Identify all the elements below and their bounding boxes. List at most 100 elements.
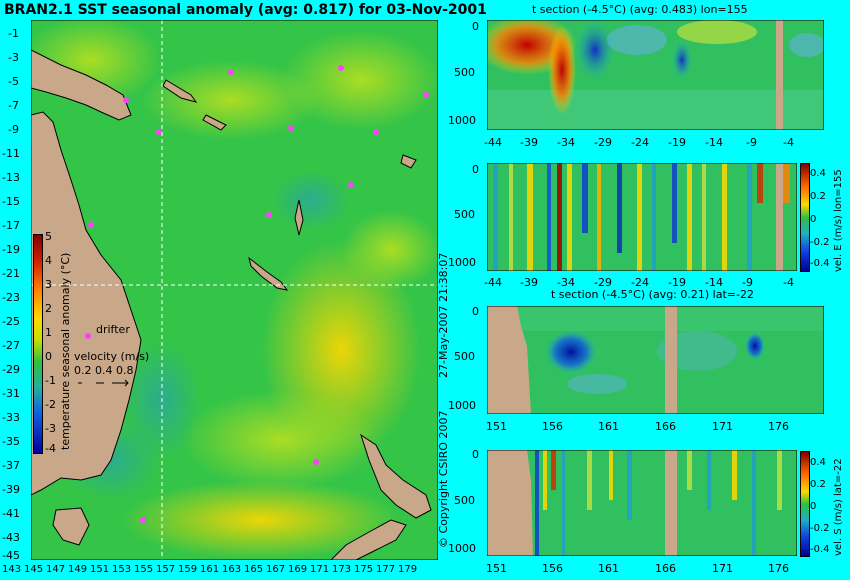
lon-tick: 171 (310, 564, 330, 575)
lat-tick: -5 (8, 75, 19, 88)
colorbar-tick: 0.2 (810, 191, 826, 202)
panel1-t-section[interactable] (487, 20, 824, 130)
y-tick: 0 (472, 163, 479, 176)
x-tick: 166 (655, 420, 676, 433)
tasmania-landmass (52, 507, 90, 546)
sst-map[interactable] (31, 20, 438, 560)
colorbar-tick: -0.2 (810, 523, 830, 534)
panel2-land-gap (776, 163, 783, 271)
lat-tick: -3 (8, 51, 19, 64)
colorbar-tick: 0 (810, 501, 817, 512)
lat-tick: -37 (2, 459, 20, 472)
panel2-colorbar (800, 163, 810, 272)
lon-tick: 151 (90, 564, 110, 575)
lat-tick: -27 (2, 339, 20, 352)
colorbar-tick: -4 (45, 442, 56, 455)
lat-tick: -43 (2, 531, 20, 544)
velocity-label: velocity (m/s) (74, 350, 150, 363)
x-tick: -44 (484, 276, 502, 289)
x-tick: -4 (783, 276, 794, 289)
lon-tick: 161 (200, 564, 220, 575)
y-tick: 500 (454, 66, 475, 79)
australia-landmass (31, 111, 142, 496)
sst-colorbar-label: temperature seasonal anomaly (°C) (59, 252, 72, 450)
x-tick: -29 (594, 276, 612, 289)
timestamp: 27-May-2007 21:38:07 (437, 252, 450, 378)
lon-tick: 175 (354, 564, 374, 575)
colorbar-tick: 0 (810, 214, 817, 225)
x-tick: 151 (486, 420, 507, 433)
panel3-land-gap (665, 306, 677, 414)
lat-tick: -39 (2, 483, 20, 496)
lon-tick: 159 (178, 564, 198, 575)
drifter-markers (88, 65, 429, 523)
colorbar-tick: -1 (45, 374, 56, 387)
lat-tick: -25 (2, 315, 20, 328)
x-tick: 166 (655, 562, 676, 575)
panel3-t-section[interactable] (487, 306, 824, 414)
colorbar-tick: -0.4 (810, 258, 830, 269)
y-tick: 500 (454, 350, 475, 363)
y-tick: 1000 (448, 256, 476, 269)
drifter-label: drifter (96, 323, 130, 336)
x-tick: 156 (542, 562, 563, 575)
lon-tick: 165 (244, 564, 264, 575)
lat-tick: -19 (2, 243, 20, 256)
lat-tick: -13 (2, 171, 20, 184)
x-tick: 176 (768, 420, 789, 433)
colorbar-tick: 0.2 (810, 479, 826, 490)
colorbar-tick: -3 (45, 422, 56, 435)
lat-tick: -41 (2, 507, 20, 520)
colorbar-tick: 3 (45, 278, 52, 291)
copyright: © Copyright CSIRO 2007 (437, 410, 450, 548)
y-tick: 0 (472, 448, 479, 461)
x-tick: -9 (742, 276, 753, 289)
x-tick: 161 (598, 420, 619, 433)
panel4-vel-south[interactable] (487, 450, 797, 556)
x-tick: 151 (486, 562, 507, 575)
y-tick: 500 (454, 208, 475, 221)
y-tick: 0 (472, 305, 479, 318)
x-tick: 171 (712, 420, 733, 433)
x-tick: -39 (520, 136, 538, 149)
x-tick: 171 (712, 562, 733, 575)
new-zealand-north-landmass (360, 433, 432, 519)
lat-tick: -7 (8, 99, 19, 112)
colorbar-tick: 0.4 (810, 457, 826, 468)
lon-tick: 179 (398, 564, 418, 575)
x-tick: -9 (746, 136, 757, 149)
lon-tick: 143 (2, 564, 22, 575)
y-tick: 1000 (448, 399, 476, 412)
lon-tick: 147 (46, 564, 66, 575)
panel4-land-shelf (487, 450, 533, 556)
velocity-scale-values: 0.2 0.4 0.8 (74, 364, 134, 377)
lon-tick: 177 (376, 564, 396, 575)
x-tick: 161 (598, 562, 619, 575)
x-tick: -19 (668, 136, 686, 149)
panel3-title: t section (-4.5°C) (avg: 0.21) lat=-22 (551, 288, 754, 301)
colorbar-tick: 1 (45, 326, 52, 339)
lon-tick: 163 (222, 564, 242, 575)
lat-tick: -1 (8, 27, 19, 40)
x-tick: -14 (705, 276, 723, 289)
panel1-land-gap (776, 20, 783, 130)
sst-colorbar (33, 234, 43, 454)
x-tick: -14 (705, 136, 723, 149)
x-tick: 156 (542, 420, 563, 433)
x-tick: -4 (783, 136, 794, 149)
lon-tick: 149 (68, 564, 88, 575)
lon-tick: 155 (134, 564, 154, 575)
x-tick: -19 (668, 276, 686, 289)
panel1-title: t section (-4.5°C) (avg: 0.483) lon=155 (532, 3, 748, 16)
lat-tick: -9 (8, 123, 19, 136)
lat-tick: -31 (2, 387, 20, 400)
map-title: BRAN2.1 SST seasonal anomaly (avg: 0.817… (4, 2, 487, 18)
x-tick: -34 (557, 276, 575, 289)
x-tick: -44 (484, 136, 502, 149)
colorbar-tick: 4 (45, 254, 52, 267)
x-tick: 176 (768, 562, 789, 575)
panel2-vel-east[interactable] (487, 163, 797, 271)
velocity-arrows (78, 378, 138, 388)
lon-tick: 169 (288, 564, 308, 575)
x-tick: -24 (631, 276, 649, 289)
